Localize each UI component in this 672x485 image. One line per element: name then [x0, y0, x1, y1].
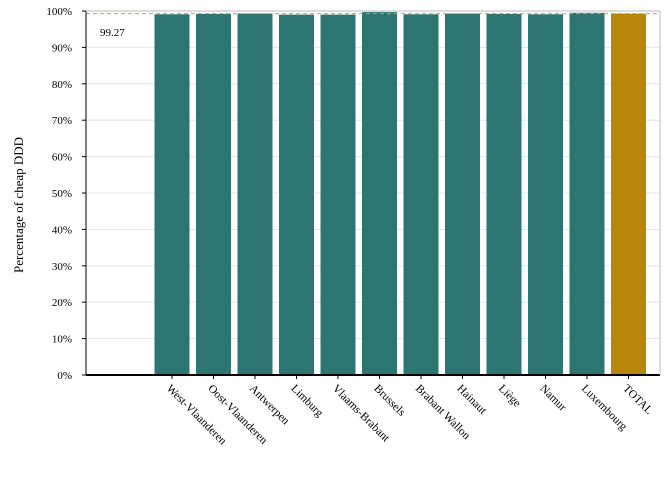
- y-tick-label: 30%: [52, 261, 72, 273]
- y-tick-label: 0%: [57, 370, 72, 382]
- bar: [487, 14, 522, 375]
- y-tick-label: 80%: [52, 79, 72, 91]
- y-tick-label: 10%: [52, 334, 72, 346]
- y-tick-label: 40%: [52, 224, 72, 236]
- bar-total: [611, 14, 646, 375]
- bar: [445, 14, 480, 375]
- bar: [196, 14, 231, 375]
- y-axis-label: Percentage of cheap DDD: [11, 137, 26, 273]
- bar: [279, 15, 314, 375]
- bar: [528, 14, 563, 375]
- x-tick-label: Limburg: [288, 383, 325, 420]
- bar: [362, 12, 397, 375]
- y-tick-label: 60%: [52, 152, 72, 164]
- bar: [155, 14, 190, 375]
- reference-line-label: 99.27: [100, 27, 125, 39]
- x-tick-label: Antwerpen: [247, 383, 292, 428]
- x-tick-labels: West-VlaanderenOost-VlaanderenAntwerpenL…: [164, 383, 655, 448]
- bar: [321, 15, 356, 375]
- bar: [238, 14, 273, 375]
- y-tick-label: 50%: [52, 188, 72, 200]
- x-tick-label: Namur: [537, 383, 568, 414]
- x-tick-label: TOTAL: [620, 383, 654, 417]
- y-tick-label: 90%: [52, 42, 72, 54]
- bars: [155, 12, 647, 375]
- y-tick-label: 100%: [46, 6, 72, 18]
- bar: [570, 13, 605, 375]
- x-tick-label: Hainaut: [454, 383, 489, 418]
- y-tick-label: 70%: [52, 115, 72, 127]
- bar: [404, 14, 439, 375]
- x-tick-label: Liège: [496, 383, 523, 410]
- x-tick-label: Brussels: [371, 383, 407, 419]
- y-tick-labels: 0% 10% 20% 30% 40% 50% 60% 70% 80% 90% 100%: [46, 6, 72, 382]
- y-tick-label: 20%: [52, 297, 72, 309]
